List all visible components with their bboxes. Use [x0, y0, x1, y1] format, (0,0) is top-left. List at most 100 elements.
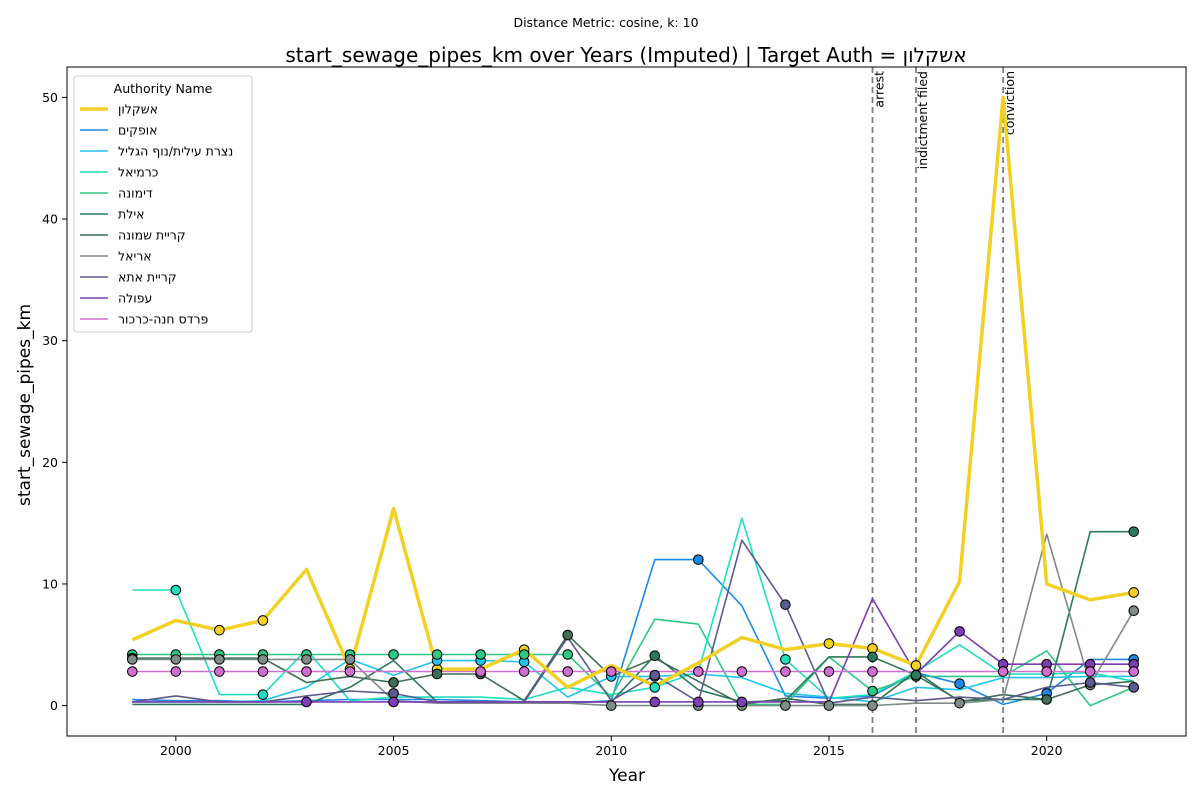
series-10-point-2012	[693, 666, 704, 677]
series-10-point-2001	[214, 666, 225, 677]
series-10-point-2009	[562, 666, 574, 677]
series-0-point-2002	[257, 615, 269, 626]
series-10-point-2022	[1128, 666, 1140, 677]
legend-label-9: עפולה	[118, 291, 152, 306]
series-10-point-2008	[518, 666, 530, 677]
legend-items: אשקלון אופקים נצרת עילית/נוף הגליל כרמיאל די…	[80, 102, 233, 327]
series-10-point-2014	[780, 666, 791, 677]
series-6-point-2020	[1041, 694, 1052, 705]
series-5-point-2016	[867, 651, 878, 663]
chart-suptitle: Distance Metric: cosine, k: 10	[513, 15, 698, 30]
series-3-point-2002	[257, 689, 269, 700]
series-0-point-2001	[214, 624, 225, 636]
series-4-point-2006	[431, 649, 443, 660]
y-axis-label: start_sewage_pipes_km	[15, 304, 35, 506]
y-tick-label-0: 0	[50, 698, 58, 713]
series-10-point-2020	[1041, 666, 1052, 677]
series-7-point-1999	[127, 654, 138, 665]
legend-label-4: דימונה	[118, 186, 153, 201]
series-7-point-2010	[605, 700, 617, 711]
series-10-point-2013	[736, 666, 748, 677]
series-10-point-2007	[475, 666, 486, 677]
series-7-point-2001	[214, 654, 225, 665]
series-7-point-2000	[170, 654, 182, 665]
y-tick-label-10: 10	[42, 576, 58, 591]
series-4-point-2008	[518, 649, 530, 660]
series-10-point-2021	[1084, 666, 1096, 677]
series-1-point-2012	[693, 554, 704, 565]
legend-label-10: פרדס חנה-כרכור	[118, 312, 209, 327]
series-3-point-2014	[780, 654, 791, 665]
y-axis: 0 10 20 30 40 50	[42, 90, 67, 713]
series-8-point-2014	[780, 599, 791, 610]
chart-title: start_sewage_pipes_km over Years (Impute…	[285, 43, 966, 67]
x-tick-label-2000: 2000	[160, 743, 192, 758]
legend-label-3: כרמיאל	[118, 165, 158, 180]
series-4-point-2016	[867, 685, 878, 697]
series-5-point-2011	[649, 650, 661, 662]
series-7-point-2022	[1128, 605, 1140, 617]
series-0-point-2017	[910, 660, 922, 671]
series-10-point-2003	[301, 666, 312, 677]
legend-label-8: קריית אתא	[118, 270, 177, 285]
series-1-point-2018	[954, 678, 965, 689]
series-0-point-2022	[1128, 587, 1140, 598]
series-9-point-2018	[954, 626, 965, 637]
x-axis-label: Year	[608, 766, 645, 786]
x-tick-label-2020: 2020	[1031, 743, 1063, 758]
series-10-point-2015	[823, 666, 835, 677]
x-axis: 2000 2005 2010 2015 2020	[160, 736, 1063, 758]
series-0-point-2015	[823, 638, 835, 649]
series-3-point-2011	[649, 682, 661, 693]
legend-label-7: אריאל	[118, 249, 152, 264]
series-8-point-2011	[649, 669, 661, 681]
legend-label-6: קריית שמונה	[118, 228, 186, 243]
series-7-point-2018	[954, 697, 965, 709]
series-10-point-2010	[605, 666, 617, 677]
plot-frame	[66, 66, 1187, 737]
series-9-point-2003	[301, 696, 312, 708]
series-line-9	[132, 597, 1134, 703]
series-6-point-2006	[431, 668, 443, 680]
x-tick-label-2005: 2005	[378, 743, 410, 758]
series-9-point-2012	[693, 696, 704, 708]
series-8-point-2021	[1084, 677, 1096, 688]
x-tick-label-2015: 2015	[813, 743, 845, 758]
series-4-point-2005	[388, 649, 399, 660]
series-3-point-2000	[170, 584, 182, 596]
series-line-4	[132, 618, 1135, 707]
series-line-3	[132, 517, 1134, 702]
x-tick-label-2010: 2010	[595, 743, 627, 758]
y-tick-label-40: 40	[42, 212, 58, 227]
series-10-point-2016	[867, 666, 878, 677]
series-4-point-2007	[475, 649, 486, 660]
series-5-point-2017	[910, 669, 922, 681]
y-tick-label-30: 30	[42, 333, 58, 348]
legend-label-5: אילת	[118, 207, 144, 222]
series-5-point-2022	[1128, 526, 1140, 537]
series-7-point-2014	[780, 700, 791, 711]
series-6-point-2005	[388, 677, 399, 688]
legend-label-0: אשקלון	[118, 102, 158, 117]
series-7-point-2002	[257, 654, 269, 665]
legend-label-2: נצרת עילית/נוף הגליל	[118, 144, 233, 159]
series-line-0	[131, 95, 1135, 690]
y-tick-label-20: 20	[42, 455, 58, 470]
series-7-point-2015	[823, 700, 835, 711]
series-line-5	[132, 530, 1134, 706]
legend-label-1: אופקים	[118, 123, 158, 138]
series-10-point-2004	[344, 666, 356, 677]
series-line-7	[132, 533, 1135, 707]
series-7-point-2016	[867, 700, 878, 711]
event-label-1: indictment filed	[915, 71, 930, 169]
series-10-point-2002	[257, 666, 269, 677]
series-line-8	[132, 539, 1134, 705]
series-9-point-2013	[736, 696, 748, 708]
series-10-point-2019	[997, 666, 1009, 677]
series-9-point-2005	[388, 696, 399, 708]
legend-box	[73, 75, 253, 333]
series-10-point-2000	[170, 666, 182, 677]
series-10-point-1999	[127, 666, 138, 677]
series-9-point-2011	[649, 696, 661, 708]
